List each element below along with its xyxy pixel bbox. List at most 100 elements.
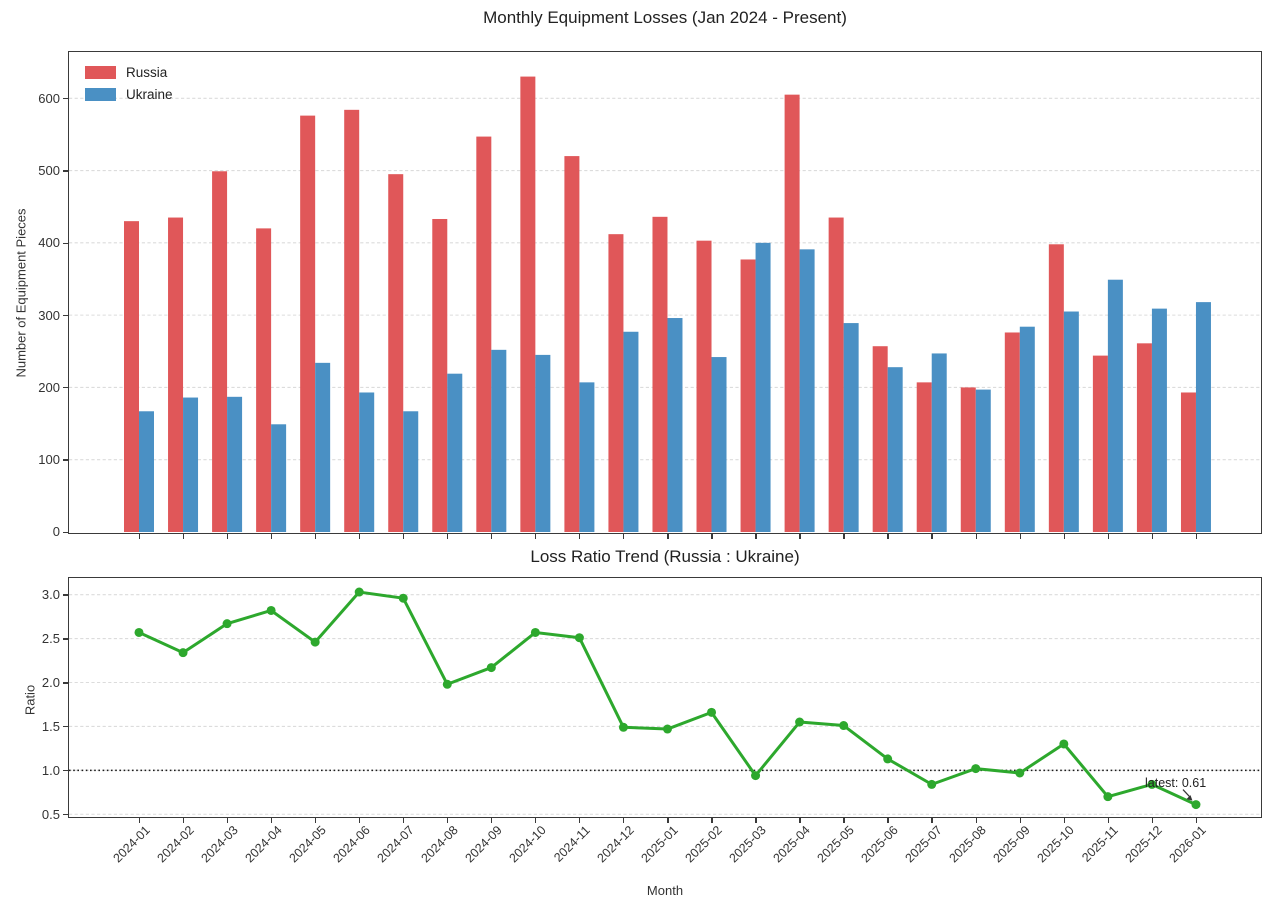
russia-bar bbox=[168, 217, 184, 532]
russia-bar bbox=[872, 346, 888, 532]
x-tick-mark bbox=[447, 818, 449, 823]
x-tick-mark bbox=[138, 818, 141, 823]
x-tick-label: 2025-11 bbox=[1079, 823, 1122, 865]
annotation-arrow-line bbox=[1182, 789, 1191, 798]
y-tick-label: 3.0 bbox=[41, 587, 60, 603]
ukraine-bar bbox=[1195, 302, 1211, 532]
y-tick-label: 100 bbox=[38, 452, 60, 468]
x-tick-mark bbox=[931, 818, 933, 823]
y-tick-mark bbox=[63, 770, 68, 772]
ukraine-bar bbox=[183, 397, 199, 532]
x-tick-mark bbox=[182, 534, 185, 539]
ukraine-bar bbox=[623, 331, 639, 532]
y-tick-mark bbox=[63, 98, 68, 100]
y-tick-mark bbox=[63, 726, 68, 728]
y-tick-label: 0.5 bbox=[41, 806, 60, 822]
x-tick-mark bbox=[226, 534, 229, 539]
x-tick-label: 2024-02 bbox=[153, 823, 197, 866]
ukraine-bar bbox=[447, 373, 463, 532]
russia-bar bbox=[212, 171, 228, 532]
ukraine-bar bbox=[139, 411, 154, 532]
y-tick-mark bbox=[63, 314, 68, 317]
russia-bar bbox=[740, 259, 756, 532]
x-tick-mark bbox=[799, 818, 801, 823]
ratio-point bbox=[574, 633, 584, 643]
ratio-point bbox=[222, 619, 232, 629]
x-tick-label: 2025-08 bbox=[946, 823, 990, 866]
ukraine-bar bbox=[579, 382, 595, 532]
russia-color-swatch-icon bbox=[85, 65, 116, 79]
ratio-point bbox=[398, 593, 408, 603]
x-tick-mark bbox=[623, 534, 625, 539]
x-tick-mark bbox=[535, 818, 537, 823]
y-tick-mark bbox=[63, 170, 68, 172]
ukraine-bar bbox=[1063, 311, 1079, 532]
russia-bar bbox=[256, 228, 272, 532]
russia-bar bbox=[476, 136, 492, 532]
legend-item-ukraine: Ukraine bbox=[85, 83, 173, 105]
russia-bar bbox=[1092, 355, 1108, 532]
x-tick-mark bbox=[270, 534, 273, 539]
ratio-point bbox=[310, 637, 320, 647]
x-tick-mark bbox=[711, 818, 713, 823]
ukraine-bar bbox=[667, 318, 683, 532]
ratio-point bbox=[442, 679, 452, 689]
line-chart-title: Loss Ratio Trend (Russia : Ukraine) bbox=[530, 547, 800, 566]
x-tick-mark bbox=[1019, 534, 1021, 539]
ratio-point bbox=[927, 779, 937, 789]
ratio-point bbox=[1015, 768, 1025, 778]
legend-item-russia: Russia bbox=[85, 61, 173, 83]
ratio-point bbox=[707, 707, 717, 717]
x-tick-mark bbox=[799, 534, 801, 539]
ratio-point bbox=[486, 663, 496, 673]
ukraine-bar bbox=[711, 357, 727, 532]
ratio-point bbox=[1103, 792, 1113, 802]
legend-label-russia: Russia bbox=[126, 64, 168, 80]
russia-bar bbox=[520, 76, 536, 533]
ratio-point bbox=[662, 724, 672, 734]
x-tick-mark bbox=[1151, 818, 1153, 823]
x-tick-label: 2024-01 bbox=[109, 823, 153, 866]
bar-chart-title: Monthly Equipment Losses (Jan 2024 - Pre… bbox=[483, 8, 847, 27]
x-tick-mark bbox=[358, 534, 361, 539]
y-tick-mark bbox=[63, 813, 68, 816]
x-tick-label: 2024-03 bbox=[198, 823, 241, 866]
x-tick-label: 2024-06 bbox=[330, 823, 373, 866]
russia-bar bbox=[608, 234, 624, 532]
line-chart-x-axis-label: Month bbox=[646, 883, 684, 898]
ukraine-bar bbox=[755, 242, 771, 532]
ratio-point bbox=[134, 627, 144, 637]
x-tick-mark bbox=[975, 534, 977, 539]
x-tick-label: 2024-04 bbox=[242, 823, 285, 866]
russia-bar bbox=[696, 240, 712, 533]
russia-bar bbox=[1004, 332, 1020, 532]
y-tick-label: 0 bbox=[52, 524, 60, 540]
y-tick-mark bbox=[63, 594, 68, 596]
x-tick-mark bbox=[535, 534, 537, 539]
bar-chart-canvas bbox=[69, 76, 1260, 533]
russia-bar bbox=[1048, 244, 1064, 532]
russia-bar bbox=[300, 115, 316, 533]
ratio-point bbox=[883, 754, 893, 764]
x-tick-label: 2025-12 bbox=[1122, 823, 1166, 866]
x-tick-mark bbox=[1195, 534, 1197, 539]
y-tick-label: 500 bbox=[38, 162, 60, 178]
ratio-point bbox=[971, 764, 981, 774]
x-tick-label: 2025-02 bbox=[682, 823, 725, 866]
ukraine-bar bbox=[535, 354, 551, 532]
russia-bar bbox=[828, 217, 844, 532]
ukraine-bar bbox=[271, 424, 287, 532]
x-tick-label: 2025-10 bbox=[1034, 823, 1078, 866]
ratio-point bbox=[354, 587, 364, 597]
x-tick-mark bbox=[314, 534, 317, 539]
x-tick-mark bbox=[1019, 818, 1021, 823]
x-tick-mark bbox=[402, 534, 405, 539]
y-tick-mark bbox=[63, 459, 68, 461]
russia-bar bbox=[652, 216, 668, 532]
x-tick-mark bbox=[623, 818, 625, 823]
russia-bar bbox=[916, 382, 932, 532]
y-tick-label: 2.5 bbox=[41, 630, 60, 646]
ukraine-bar bbox=[799, 249, 815, 532]
y-tick-mark bbox=[63, 638, 68, 640]
line-chart-plot-area bbox=[68, 577, 1262, 818]
